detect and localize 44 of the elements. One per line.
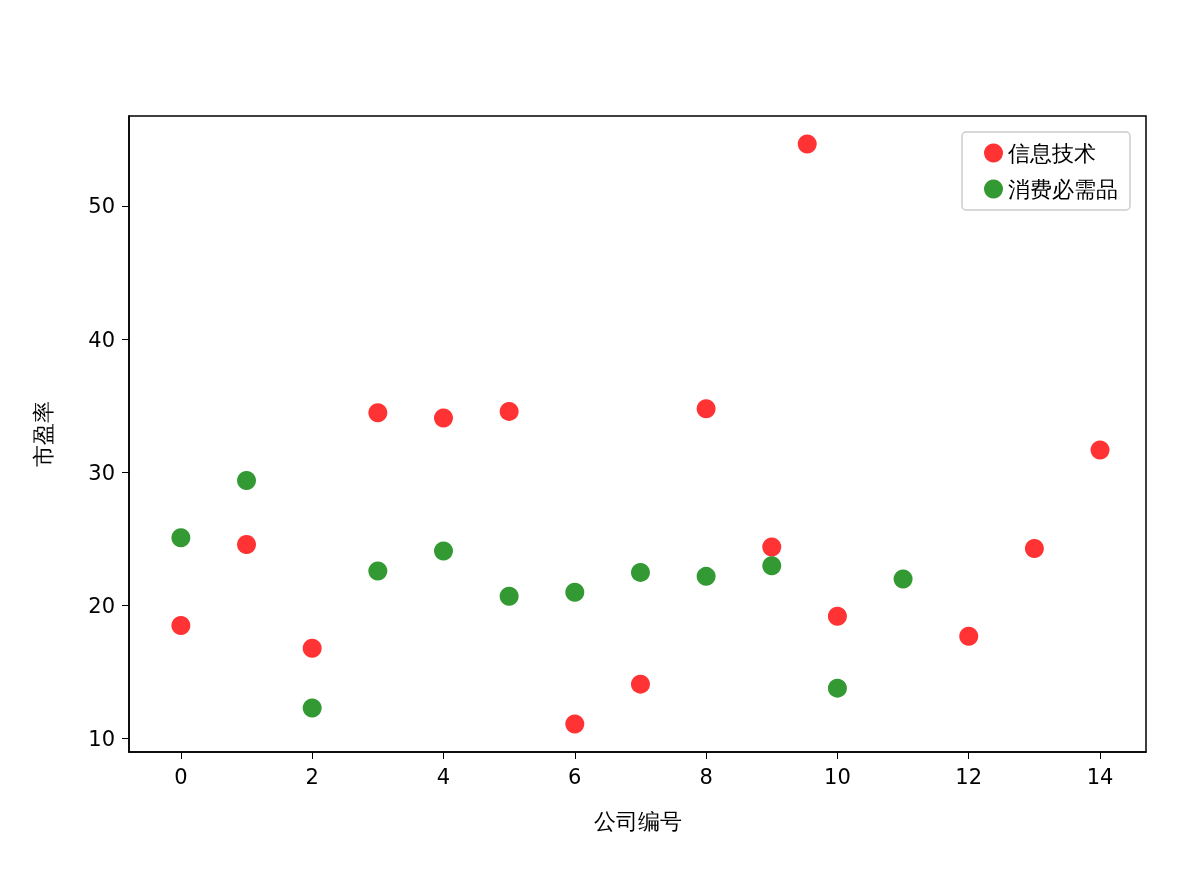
y-tick-label: 50 — [88, 194, 115, 219]
x-tick-label: 12 — [955, 764, 983, 789]
point — [1090, 440, 1110, 460]
point — [696, 566, 716, 586]
y-axis-title: 市盈率 — [30, 401, 56, 467]
point — [762, 537, 782, 557]
point — [762, 556, 782, 576]
point — [797, 134, 817, 154]
point — [959, 626, 979, 646]
point — [434, 541, 453, 561]
point — [630, 562, 650, 582]
point — [368, 561, 388, 581]
point — [434, 408, 453, 428]
point — [565, 714, 585, 734]
point — [368, 403, 388, 423]
point — [499, 401, 519, 421]
legend-label: 信息技术 — [1008, 140, 1096, 166]
point — [827, 606, 847, 626]
point — [302, 638, 322, 658]
point — [893, 569, 913, 589]
x-tick-label: 10 — [824, 764, 851, 789]
x-tick-label: 0 — [174, 764, 188, 789]
point — [565, 582, 585, 602]
y-tick-label: 40 — [88, 327, 115, 352]
point — [499, 586, 519, 606]
y-tick-label: 30 — [88, 460, 115, 485]
y-tick-label: 20 — [88, 593, 115, 618]
point — [302, 698, 322, 718]
point — [630, 674, 650, 694]
x-axis-title: 公司编号 — [593, 808, 682, 834]
point — [237, 534, 257, 554]
point — [1024, 538, 1044, 558]
y-tick-label: 10 — [88, 726, 115, 751]
point — [237, 471, 257, 491]
legend-label: 消费必需品 — [1008, 176, 1118, 202]
x-tick-label: 6 — [568, 764, 582, 789]
point — [171, 616, 191, 636]
point — [827, 678, 847, 698]
x-tick-label: 8 — [699, 764, 713, 789]
point — [696, 399, 716, 419]
point — [171, 528, 191, 548]
x-tick-label: 14 — [1086, 764, 1114, 789]
x-tick-label: 4 — [436, 764, 451, 789]
x-tick-label: 2 — [305, 764, 319, 789]
